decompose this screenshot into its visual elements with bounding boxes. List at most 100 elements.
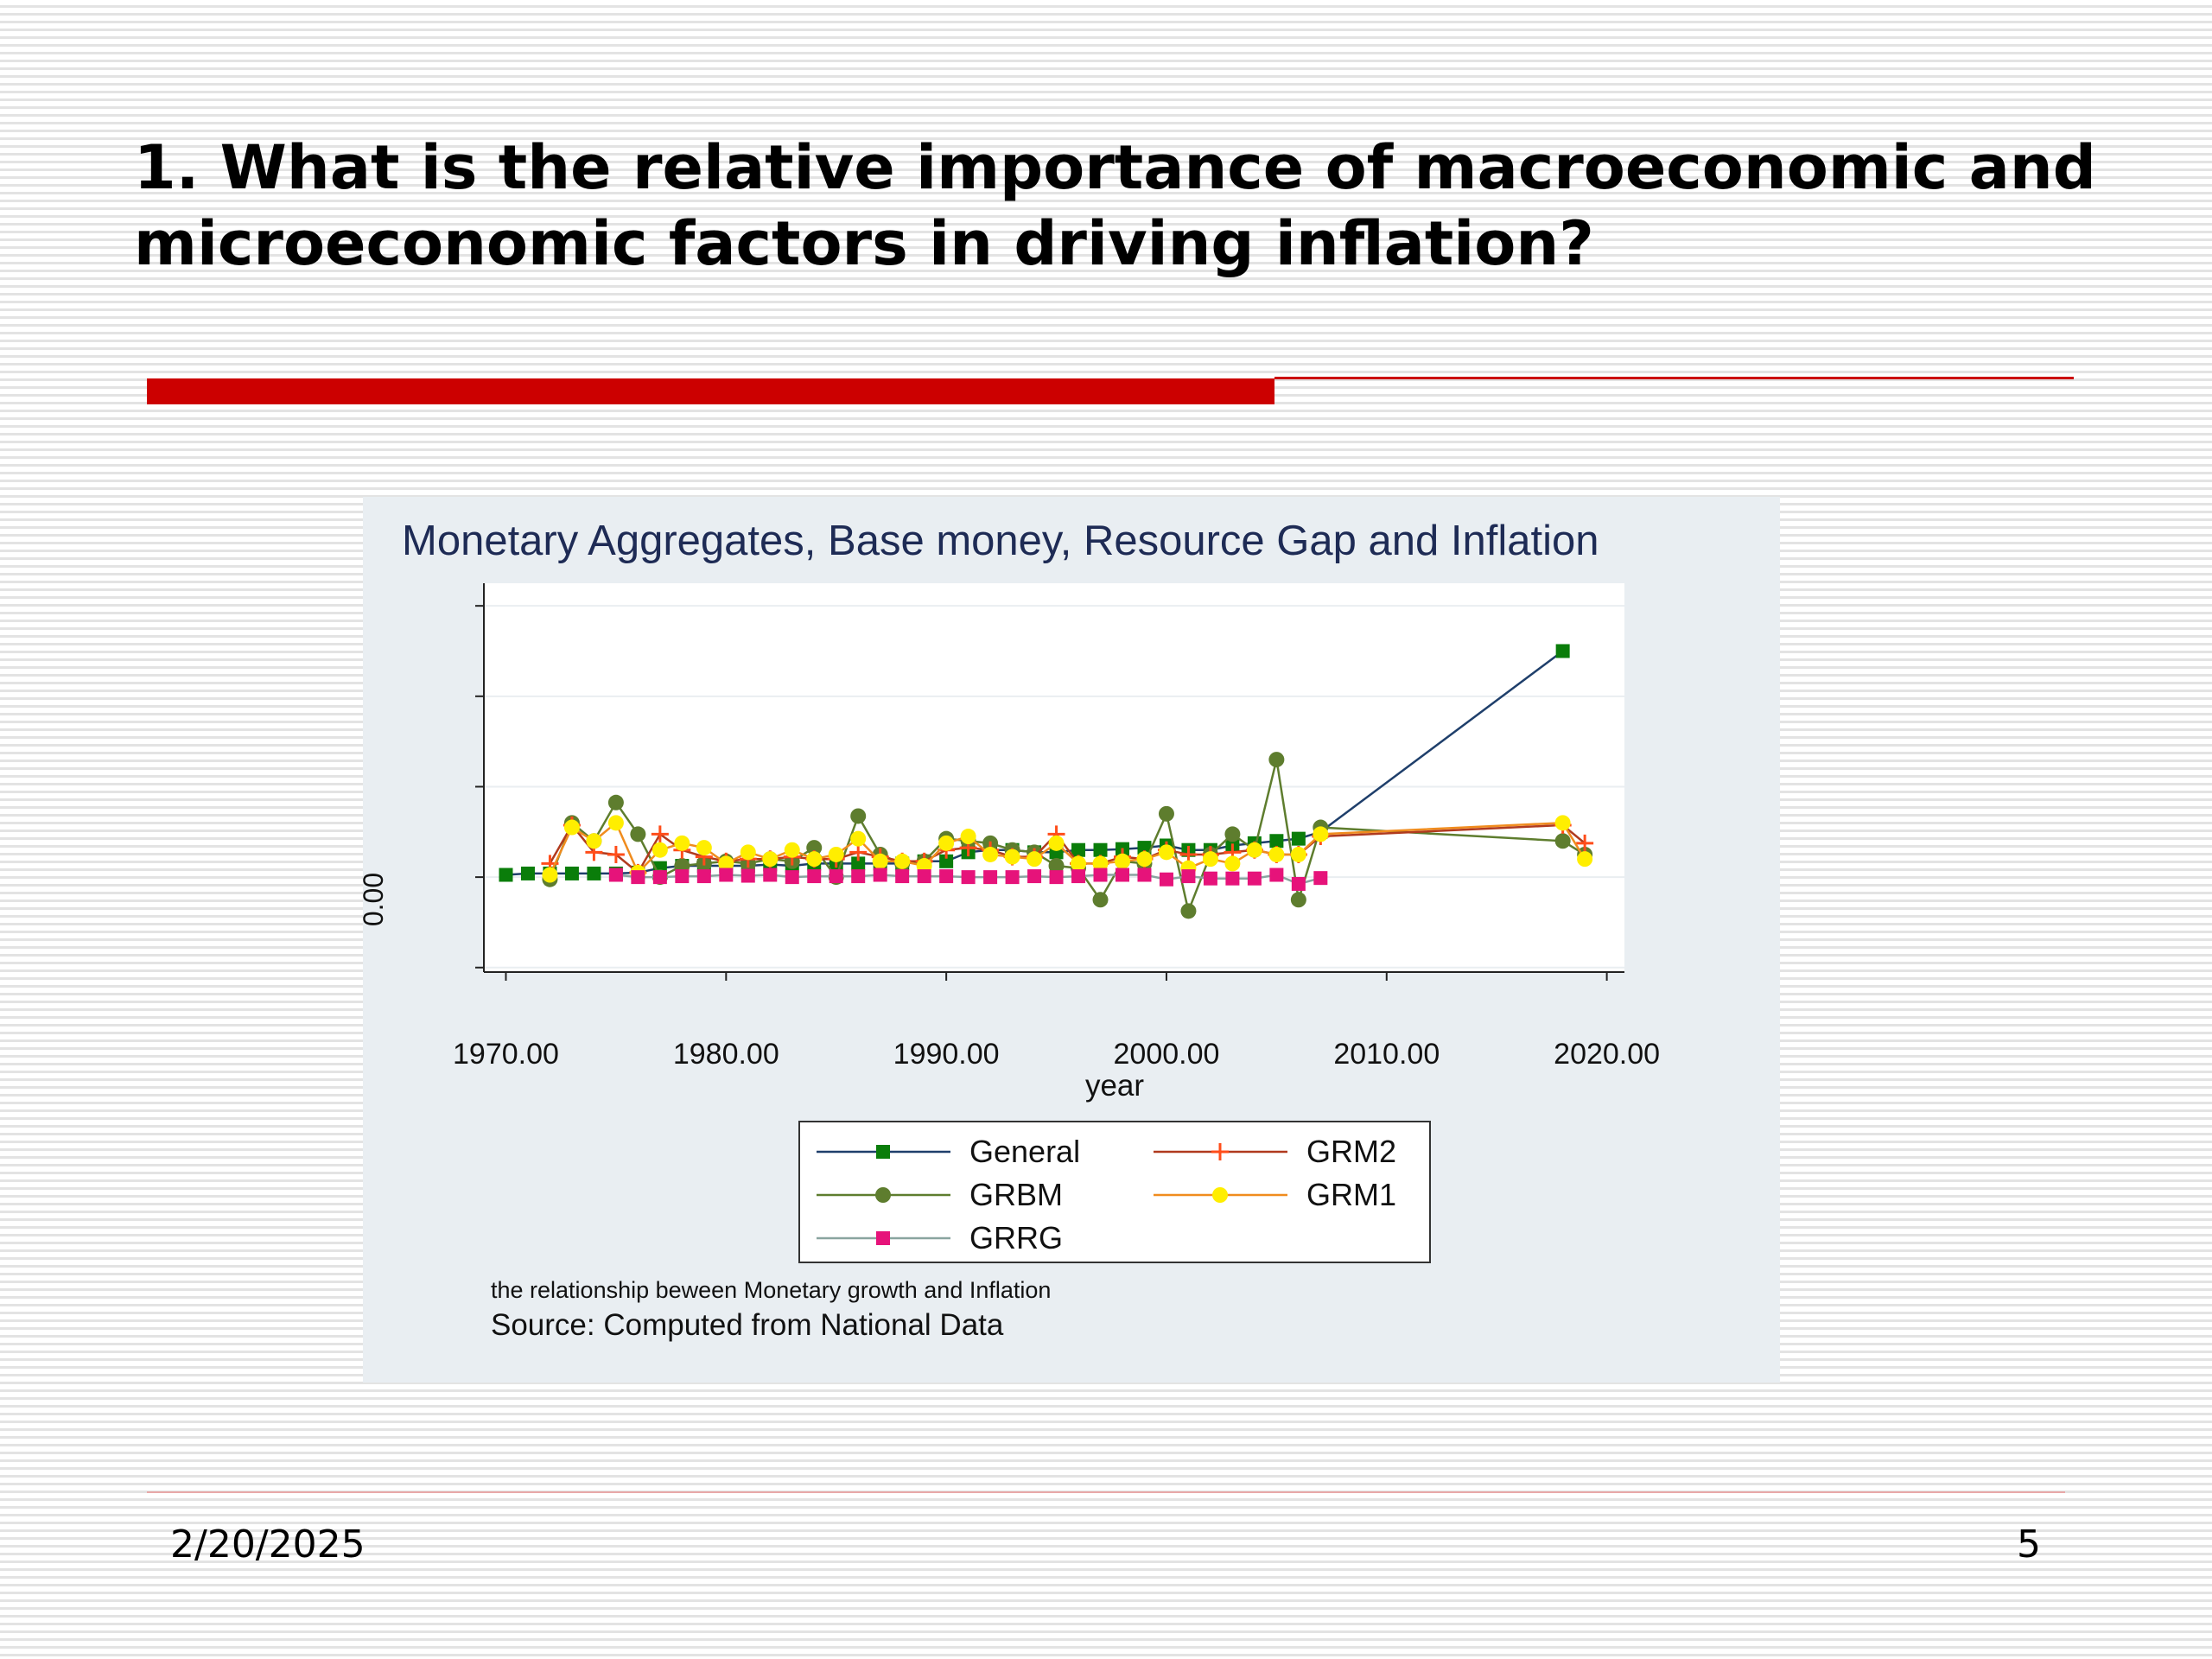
data-point-grrg bbox=[741, 868, 755, 883]
legend-item-grrg: GRRG bbox=[817, 1220, 1063, 1255]
data-point-grrg bbox=[939, 869, 954, 884]
data-point-grrg bbox=[917, 869, 931, 884]
data-point-general bbox=[1269, 834, 1284, 849]
data-point-grm1 bbox=[1071, 855, 1087, 872]
page-number: 5 bbox=[2017, 1522, 2041, 1567]
data-point-grm1 bbox=[784, 842, 800, 858]
data-point-grrg bbox=[895, 869, 910, 884]
data-point-grm1 bbox=[1224, 855, 1241, 872]
legend-marker-general bbox=[876, 1145, 890, 1159]
data-point-grrg bbox=[1181, 869, 1196, 884]
data-point-general bbox=[939, 854, 954, 868]
legend-item-general: General bbox=[817, 1134, 1080, 1169]
data-point-grrg bbox=[1137, 868, 1152, 882]
data-point-general bbox=[851, 856, 866, 871]
data-point-general bbox=[1291, 831, 1306, 846]
data-point-grm1 bbox=[1313, 826, 1329, 842]
data-point-grm1 bbox=[872, 853, 888, 869]
data-point-grbm bbox=[1180, 903, 1197, 919]
data-point-grm1 bbox=[1577, 851, 1593, 868]
data-point-grrg bbox=[1093, 868, 1108, 882]
data-point-grm1 bbox=[1092, 855, 1109, 872]
data-point-general bbox=[564, 866, 579, 880]
data-point-grm1 bbox=[696, 840, 712, 856]
data-point-grrg bbox=[608, 868, 623, 882]
data-point-grm1 bbox=[762, 851, 779, 868]
legend-label-grbm: GRBM bbox=[969, 1177, 1063, 1212]
data-point-grm2 bbox=[1179, 845, 1198, 863]
data-point-grrg bbox=[1027, 869, 1042, 884]
legend-label-general: General bbox=[969, 1134, 1080, 1169]
data-point-grm1 bbox=[806, 851, 823, 868]
footer-divider bbox=[147, 1491, 2065, 1493]
data-point-grrg bbox=[675, 869, 690, 884]
data-point-grm1 bbox=[586, 833, 602, 849]
legend-marker-grm2 bbox=[1211, 1143, 1229, 1160]
data-point-grrg bbox=[807, 869, 822, 884]
data-point-grrg bbox=[1225, 871, 1240, 886]
data-point-grm1 bbox=[1268, 846, 1285, 862]
legend-marker-grbm bbox=[875, 1187, 891, 1203]
footer-date: 2/20/2025 bbox=[170, 1522, 365, 1567]
data-point-grm1 bbox=[1158, 844, 1174, 861]
x-axis-label: year bbox=[1085, 1069, 1144, 1103]
data-point-grm1 bbox=[1554, 815, 1571, 831]
data-point-grm1 bbox=[1048, 835, 1065, 851]
legend-label-grrg: GRRG bbox=[969, 1220, 1063, 1255]
data-point-grbm bbox=[607, 794, 624, 810]
chart-legend: General GRBM GRRG GRM2 GRM1 bbox=[798, 1121, 1431, 1263]
data-point-grrg bbox=[1291, 876, 1306, 891]
data-point-grbm bbox=[630, 826, 646, 842]
chart-panel: Monetary Aggregates, Base money, Resourc… bbox=[363, 497, 1780, 1382]
data-point-grm1 bbox=[718, 855, 734, 872]
data-point-grm1 bbox=[1114, 853, 1130, 869]
data-point-general bbox=[520, 866, 535, 880]
data-point-grrg bbox=[1071, 869, 1086, 884]
data-point-grrg bbox=[1049, 870, 1064, 885]
data-point-grrg bbox=[652, 870, 667, 885]
data-point-grm1 bbox=[894, 853, 911, 869]
plot-area bbox=[484, 583, 1624, 972]
title-underline-thick bbox=[147, 378, 1274, 404]
data-point-grbm bbox=[1268, 752, 1285, 768]
legend-item-grm1: GRM1 bbox=[1154, 1177, 1396, 1212]
axes: 1970.00 1980.00 1990.00 2000.00 2010.00 2020.… bbox=[453, 583, 1660, 1071]
data-point-grrg bbox=[983, 870, 998, 885]
data-point-grrg bbox=[1247, 871, 1262, 886]
legend-label-grm2: GRM2 bbox=[1306, 1134, 1396, 1169]
data-point-grbm bbox=[1290, 892, 1306, 908]
data-point-grm1 bbox=[652, 842, 668, 858]
x-tick-label: 1970.00 bbox=[453, 1038, 559, 1071]
data-point-grrg bbox=[1115, 868, 1129, 882]
data-point-grm1 bbox=[674, 835, 690, 851]
data-point-grm1 bbox=[1027, 851, 1043, 868]
data-point-grrg bbox=[961, 870, 976, 885]
slide-title: 1. What is the relative importance of ma… bbox=[134, 132, 2096, 279]
data-point-general bbox=[499, 868, 513, 882]
data-point-grm1 bbox=[828, 846, 844, 862]
legend-label-grm1: GRM1 bbox=[1306, 1177, 1396, 1212]
data-point-grrg bbox=[1159, 872, 1173, 887]
data-point-grm1 bbox=[563, 819, 580, 836]
data-point-grrg bbox=[785, 870, 799, 885]
chart-note: the relationship beween Monetary growth … bbox=[491, 1277, 1051, 1303]
data-point-grm1 bbox=[982, 846, 999, 862]
data-point-grm2 bbox=[1576, 834, 1594, 852]
data-point-grm1 bbox=[607, 815, 624, 831]
data-point-grm2 bbox=[651, 825, 669, 843]
data-point-grbm bbox=[850, 808, 867, 824]
series-grrg bbox=[608, 868, 1328, 891]
data-point-grrg bbox=[1203, 871, 1217, 886]
data-point-grbm bbox=[1554, 833, 1571, 849]
title-underline-thin bbox=[1274, 377, 2074, 379]
y-tick-label: 0.00 bbox=[363, 873, 389, 926]
x-tick-label: 2020.00 bbox=[1554, 1038, 1660, 1071]
data-point-grrg bbox=[1269, 868, 1284, 882]
legend-item-grbm: GRBM bbox=[817, 1177, 1063, 1212]
data-point-grm2 bbox=[849, 843, 868, 861]
x-tick-label: 1990.00 bbox=[893, 1038, 1000, 1071]
data-point-grm1 bbox=[938, 835, 955, 851]
legend-marker-grm1 bbox=[1212, 1187, 1228, 1203]
data-point-grm2 bbox=[607, 845, 625, 863]
x-tick-label: 2010.00 bbox=[1333, 1038, 1440, 1071]
